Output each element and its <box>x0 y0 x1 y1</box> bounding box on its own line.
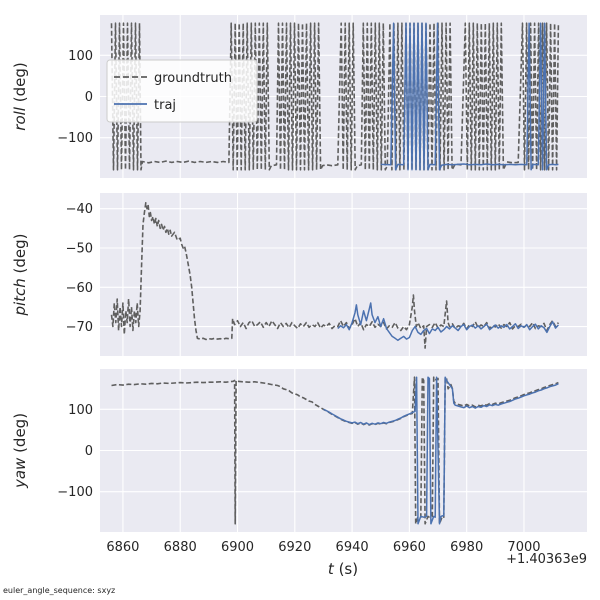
legend-label-groundtruth: groundtruth <box>154 71 232 86</box>
ylabel-pitch-unit: (deg) <box>11 233 29 278</box>
x-tick-label: 6960 <box>393 540 426 555</box>
axes-background <box>100 193 587 356</box>
ylabel-yaw: yaw (deg) <box>11 413 29 489</box>
legend: groundtruth traj <box>106 59 258 123</box>
ylabel-roll-var: roll <box>11 106 29 131</box>
subplot-yaw: −100 0 100 6860 6880 6900 6920 6940 6960 6980 7000 <box>57 369 587 555</box>
x-tick-label: 6900 <box>221 540 254 555</box>
xlabel-var: t <box>328 560 335 578</box>
pitch-traj-line <box>337 302 559 342</box>
roll-groundtruth-line <box>110 22 560 171</box>
x-tick-label: 6920 <box>278 540 311 555</box>
series-layer <box>110 202 560 349</box>
ylabel-roll: roll (deg) <box>11 62 29 130</box>
y-tick-label: 100 <box>68 49 93 64</box>
y-tick-label: 0 <box>85 90 93 105</box>
subplot-pitch: −70 −60 −50 −40 <box>66 193 587 356</box>
ylabel-pitch: pitch (deg) <box>11 233 29 316</box>
ylabel-yaw-unit: (deg) <box>11 413 29 458</box>
x-tick-label: 7000 <box>507 540 540 555</box>
pitch-groundtruth-line <box>110 202 560 349</box>
x-tick-label: 6880 <box>164 540 197 555</box>
footer-note: euler_angle_sequence: sxyz <box>3 586 115 595</box>
y-tick-label: −70 <box>66 320 93 335</box>
legend-box <box>106 59 258 123</box>
plots-layer: −100 0 100 −70 −60 −50 −40 −100 0 100 6860 6880 6900… <box>57 15 587 555</box>
x-tick-label: 6980 <box>450 540 483 555</box>
y-tick-label: −60 <box>66 281 93 296</box>
y-tick-label: −50 <box>66 241 93 256</box>
y-tick-label: 0 <box>85 444 93 459</box>
series-layer <box>111 376 559 525</box>
y-tick-label: −40 <box>66 202 93 217</box>
x-axis-offset-label: +1.40363e9 <box>506 552 587 567</box>
roll-traj-line <box>380 22 559 171</box>
ylabel-pitch-var: pitch <box>11 278 29 316</box>
y-tick-label: −100 <box>57 485 93 500</box>
x-tick-label: 6940 <box>336 540 369 555</box>
x-tick-label: 6860 <box>106 540 139 555</box>
ylabel-roll-unit: (deg) <box>11 62 29 107</box>
xlabel-unit: (s) <box>334 560 358 578</box>
y-tick-label: −100 <box>57 131 93 146</box>
yaw-traj-line <box>323 376 559 525</box>
legend-label-traj: traj <box>154 98 176 113</box>
ylabel-yaw-var: yaw <box>11 457 29 489</box>
series-layer <box>110 22 560 171</box>
y-tick-label: 100 <box>68 403 93 418</box>
xlabel: t (s) <box>328 560 358 578</box>
